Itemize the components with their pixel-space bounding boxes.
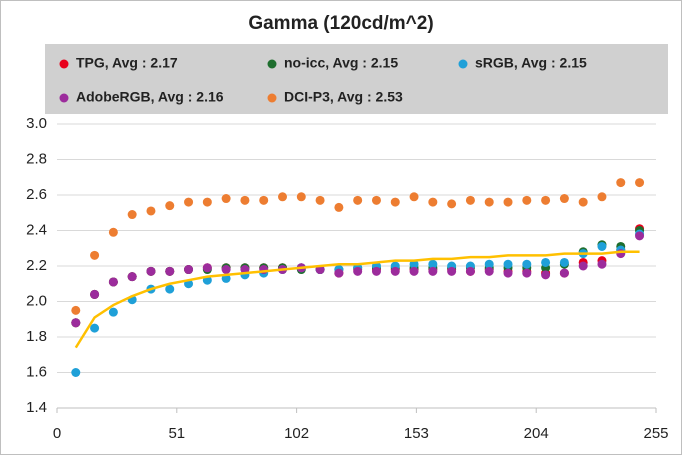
point [165,284,175,294]
point [184,265,194,275]
x-tick-label: 0 [53,425,61,442]
y-tick-label: 2.8 [26,150,47,167]
point [578,261,588,271]
point [371,195,381,205]
point [108,227,118,237]
point [597,259,607,269]
legend-label: no-icc, Avg : 2.15 [284,55,398,71]
point [71,368,81,377]
y-tick-label: 2.0 [26,292,47,309]
y-tick-label: 3.0 [26,115,47,132]
point [635,178,645,188]
point [108,277,118,287]
y-tick-label: 1.8 [26,328,47,345]
point [184,197,194,207]
point [409,192,419,202]
legend-marker [458,59,468,69]
point [108,307,118,317]
point [428,266,438,276]
point [240,195,250,205]
point [559,194,569,204]
point [409,259,419,269]
point [465,195,475,205]
point [371,266,381,276]
point [541,270,551,280]
y-tick-label: 2.6 [26,186,47,203]
line [74,250,640,349]
point [465,266,475,276]
legend-label: DCI-P3, Avg : 2.53 [284,89,403,105]
y-tick-label: 2.2 [26,257,47,274]
point [71,305,81,315]
point [541,195,551,205]
point [334,202,344,212]
point [503,197,513,207]
point [221,194,231,204]
point [503,259,513,269]
chart-title: Gamma (120cd/m^2) [248,13,433,34]
point [165,266,175,276]
point [390,197,400,207]
point [578,197,588,207]
point [165,201,175,211]
point [597,192,607,202]
point [616,249,626,259]
legend-marker [59,59,69,69]
point [296,192,306,202]
point [146,266,156,276]
point [202,197,212,207]
point [428,259,438,269]
legend-label: TPG, Avg : 2.17 [76,55,178,71]
x-tick-label: 102 [284,425,309,442]
point [202,263,212,273]
point [409,266,419,276]
point [353,266,363,276]
y-tick-label: 1.4 [26,399,47,416]
point [522,195,532,205]
point [484,197,494,207]
point [503,268,513,278]
point [334,268,344,278]
legend-label: AdobeRGB, Avg : 2.16 [76,89,224,105]
point [484,266,494,276]
point [447,199,457,209]
point [90,289,100,299]
point [127,272,137,282]
legend-marker [267,93,277,103]
point [127,210,137,220]
point [146,206,156,216]
legend-marker [59,93,69,103]
point [278,192,288,202]
point [635,231,645,241]
point [428,197,438,207]
point [597,241,607,251]
point [90,323,100,333]
point [390,266,400,276]
legend [45,44,668,114]
x-tick-label: 153 [404,425,429,442]
point [447,266,457,276]
point [90,250,100,260]
point [559,257,569,267]
point [259,195,269,205]
legend-marker [267,59,277,69]
point [616,178,626,188]
y-tick-label: 2.4 [26,221,47,238]
x-tick-label: 204 [524,425,549,442]
x-tick-label: 255 [643,425,668,442]
x-tick-label: 51 [168,425,185,442]
point [71,318,81,328]
point [522,259,532,269]
point [541,257,551,267]
y-tick-label: 1.6 [26,363,47,380]
point [522,268,532,278]
point [315,195,325,205]
point [221,265,231,275]
point [559,268,569,278]
legend-label: sRGB, Avg : 2.15 [475,55,587,71]
point [484,259,494,269]
point [353,195,363,205]
